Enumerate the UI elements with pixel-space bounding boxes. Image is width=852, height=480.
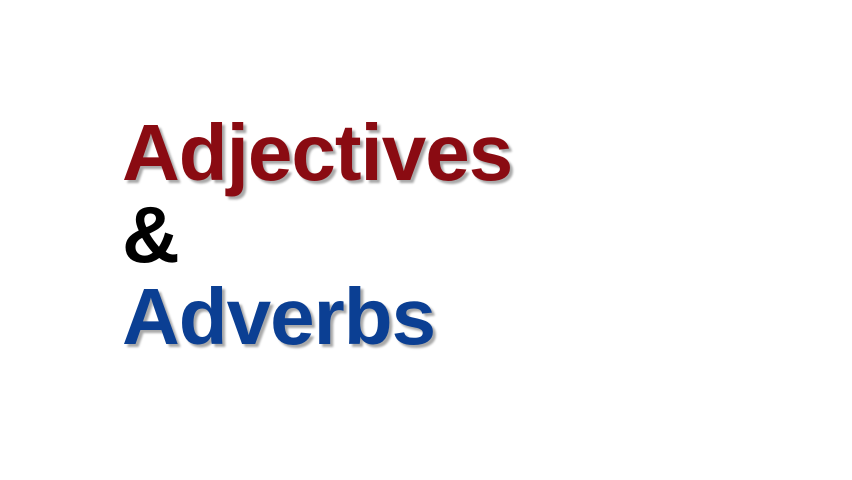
slide-title: Adjectives & Adverbs: [122, 108, 513, 361]
title-line-ampersand: &: [122, 190, 180, 279]
title-line-adjectives: Adjectives: [122, 108, 513, 197]
title-line-adverbs: Adverbs: [122, 272, 436, 361]
